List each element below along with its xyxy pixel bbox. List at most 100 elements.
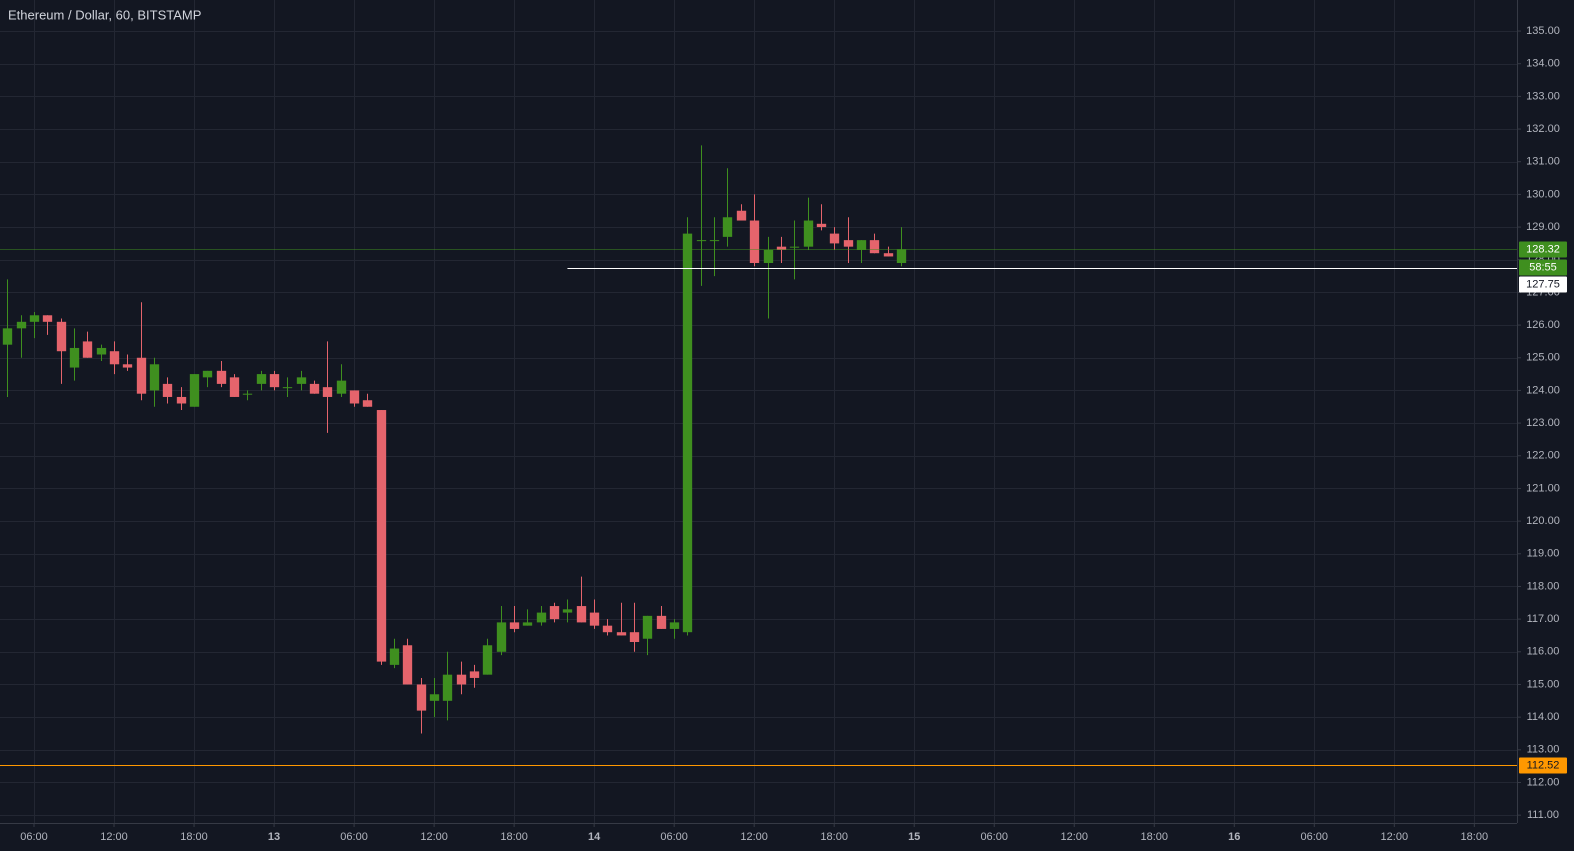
candle-body	[256, 374, 267, 384]
x-tick-label: 18:00	[820, 831, 848, 843]
candle-body	[56, 321, 67, 352]
candle-body	[269, 374, 280, 388]
last-price-label: 128.32	[1526, 243, 1560, 255]
candle-body	[869, 240, 880, 254]
y-tick-label: 122.00	[1526, 450, 1560, 462]
candle-body	[496, 622, 507, 652]
x-tick-label: 18:00	[1140, 831, 1168, 843]
y-tick-label: 126.00	[1526, 319, 1560, 331]
candle-body	[629, 632, 640, 642]
x-tick-label: 12:00	[1381, 831, 1409, 843]
candle-body	[482, 645, 493, 675]
candle-body	[576, 606, 587, 623]
candle-body	[416, 684, 427, 711]
candle-body	[749, 220, 760, 264]
x-tick-label: 15	[908, 831, 920, 843]
x-tick-label: 12:00	[100, 831, 128, 843]
candle-body	[456, 674, 467, 685]
candle-body	[29, 315, 40, 322]
countdown-label: 58:55	[1529, 261, 1557, 273]
price-label: 127.75	[1526, 278, 1560, 290]
x-tick-label: 18:00	[1461, 831, 1489, 843]
candle-body	[96, 347, 107, 355]
y-tick-label: 118.00	[1527, 580, 1560, 592]
y-tick-label: 130.00	[1526, 188, 1560, 200]
candle-body	[789, 246, 800, 248]
candle-body	[282, 387, 293, 389]
last-price-label-box	[1519, 241, 1567, 258]
countdown-label-box	[1519, 259, 1567, 276]
price-label-box	[1519, 276, 1567, 293]
x-tick-label: 14	[588, 831, 601, 843]
x-tick-label: 06:00	[980, 831, 1008, 843]
candle-body	[682, 233, 693, 633]
y-tick-label: 134.00	[1526, 58, 1560, 70]
candle-body	[216, 370, 227, 384]
candle-body	[189, 374, 200, 407]
axes: 111.00 112.00 113.00 114.00 115.00 116.00 117.…	[20, 25, 1567, 843]
y-tick-label: 123.00	[1526, 417, 1560, 429]
candle-body	[122, 364, 133, 368]
candle-body	[162, 383, 173, 397]
candle-body	[856, 240, 867, 250]
candle-body	[309, 383, 320, 394]
candle-body	[709, 240, 720, 242]
x-tick-label: 06:00	[660, 831, 688, 843]
candle-body	[616, 632, 627, 636]
y-tick-label: 114.00	[1527, 711, 1560, 723]
candle-body	[389, 648, 400, 665]
candle-body	[362, 400, 373, 407]
grid	[0, 0, 1517, 823]
candle-body	[376, 410, 387, 662]
candle-body	[642, 615, 653, 639]
y-tick-label: 133.00	[1526, 90, 1560, 102]
candle-body	[202, 370, 213, 378]
y-tick-label: 124.00	[1526, 384, 1560, 396]
y-tick-label: 117.00	[1527, 613, 1560, 625]
candle-body	[549, 606, 560, 620]
candle-body	[336, 380, 347, 394]
y-tick-label: 132.00	[1526, 123, 1560, 135]
candle-body	[16, 321, 27, 329]
y-tick-label: 116.00	[1527, 646, 1560, 658]
candle-body	[602, 625, 613, 633]
x-tick-label: 12:00	[740, 831, 768, 843]
candle-body	[656, 615, 667, 629]
candle-body	[776, 246, 787, 250]
y-tick-label: 131.00	[1526, 156, 1560, 168]
candle-body	[669, 622, 680, 629]
candle-body	[763, 249, 774, 264]
x-tick-label: 12:00	[420, 831, 448, 843]
price-label: 112.52	[1527, 759, 1560, 771]
candle-body	[562, 609, 573, 613]
candle-body	[736, 210, 747, 221]
candle-body	[696, 240, 707, 242]
x-tick-label: 18:00	[180, 831, 208, 843]
y-tick-label: 129.00	[1526, 221, 1560, 233]
candle-body	[589, 612, 600, 626]
candle-body	[242, 393, 253, 395]
candle-body	[442, 674, 453, 701]
chart-title: Ethereum / Dollar, 60, BITSTAMP	[8, 7, 201, 22]
candle-body	[2, 328, 13, 345]
y-tick-label: 112.00	[1527, 776, 1560, 788]
candle-body	[136, 357, 147, 394]
plot	[0, 145, 1517, 766]
y-tick-label: 121.00	[1526, 482, 1560, 494]
candle-body	[883, 253, 894, 257]
candle-body	[843, 240, 854, 247]
candle-body	[402, 645, 413, 685]
x-tick-label: 16	[1228, 831, 1240, 843]
candle-body	[429, 694, 440, 701]
x-tick-label: 12:00	[1060, 831, 1088, 843]
y-tick-label: 111.00	[1527, 809, 1559, 821]
x-tick-label: 13	[268, 831, 280, 843]
y-tick-label: 119.00	[1527, 548, 1560, 560]
candle-body	[522, 622, 533, 626]
x-tick-label: 06:00	[340, 831, 368, 843]
candle-body	[82, 341, 93, 358]
candle-body	[229, 377, 240, 397]
candle-body	[109, 351, 120, 365]
candle-body	[469, 671, 480, 678]
